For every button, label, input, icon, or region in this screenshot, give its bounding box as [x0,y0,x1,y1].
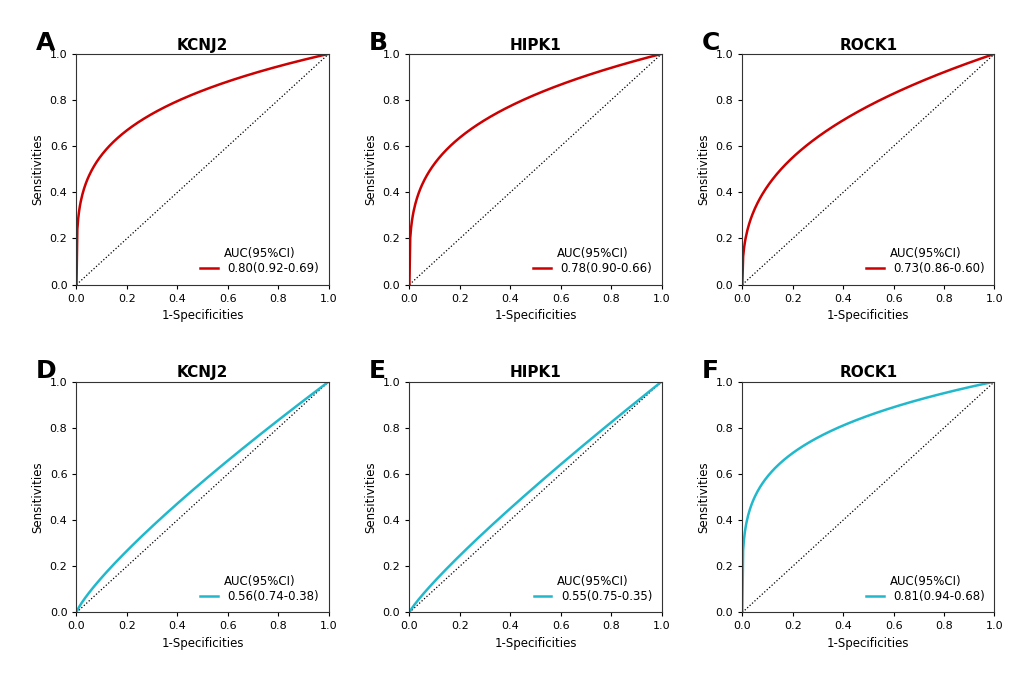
Title: KCNJ2: KCNJ2 [176,365,228,380]
Y-axis label: Sensitivities: Sensitivities [364,461,377,533]
Title: HIPK1: HIPK1 [510,365,560,380]
Legend: 0.73(0.86-0.60): 0.73(0.86-0.60) [862,244,987,279]
Y-axis label: Sensitivities: Sensitivities [364,133,377,205]
Text: A: A [36,31,55,55]
Text: C: C [701,31,719,55]
Legend: 0.80(0.92-0.69): 0.80(0.92-0.69) [197,244,322,279]
X-axis label: 1-Specificities: 1-Specificities [826,310,909,322]
Y-axis label: Sensitivities: Sensitivities [32,461,44,533]
Text: F: F [701,359,718,382]
Legend: 0.56(0.74-0.38): 0.56(0.74-0.38) [197,571,322,606]
Y-axis label: Sensitivities: Sensitivities [32,133,44,205]
Y-axis label: Sensitivities: Sensitivities [696,461,709,533]
Legend: 0.78(0.90-0.66): 0.78(0.90-0.66) [529,244,655,279]
Title: ROCK1: ROCK1 [839,365,897,380]
Legend: 0.81(0.94-0.68): 0.81(0.94-0.68) [862,571,987,606]
Title: HIPK1: HIPK1 [510,38,560,52]
Legend: 0.55(0.75-0.35): 0.55(0.75-0.35) [530,571,655,606]
X-axis label: 1-Specificities: 1-Specificities [494,310,576,322]
Text: E: E [369,359,385,382]
X-axis label: 1-Specificities: 1-Specificities [494,637,576,650]
Title: KCNJ2: KCNJ2 [176,38,228,52]
Text: B: B [369,31,387,55]
X-axis label: 1-Specificities: 1-Specificities [826,637,909,650]
X-axis label: 1-Specificities: 1-Specificities [161,310,244,322]
Y-axis label: Sensitivities: Sensitivities [696,133,709,205]
X-axis label: 1-Specificities: 1-Specificities [161,637,244,650]
Text: D: D [36,359,57,382]
Title: ROCK1: ROCK1 [839,38,897,52]
